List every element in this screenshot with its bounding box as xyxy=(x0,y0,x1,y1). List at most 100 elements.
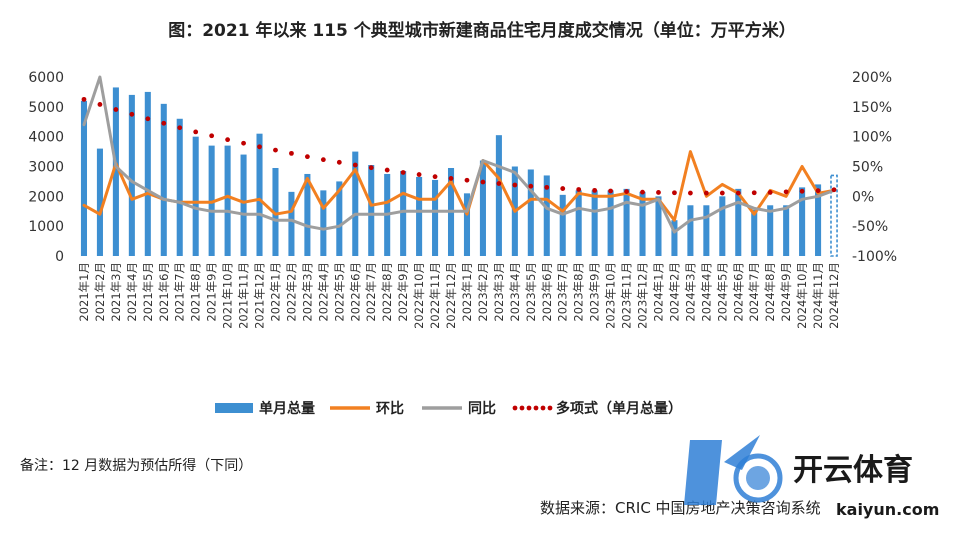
trend-dot xyxy=(592,187,598,193)
trend-dot xyxy=(576,187,582,192)
right-axis-tick-label: 200% xyxy=(852,70,892,86)
x-axis-tick-label: 2022年2月 xyxy=(284,262,298,322)
trend-dot xyxy=(799,188,805,194)
right-axis-tick-label: 0% xyxy=(852,189,874,205)
bar xyxy=(368,165,375,256)
left-axis-tick-label: 1000 xyxy=(28,219,64,235)
trend-dot xyxy=(384,167,390,173)
x-axis-tick-label: 2024年8月 xyxy=(763,262,777,322)
trend-dot xyxy=(432,174,438,180)
bar xyxy=(591,190,598,256)
x-axis-tick-label: 2022年1月 xyxy=(268,262,282,322)
x-axis-tick-label: 2024年1月 xyxy=(651,262,665,322)
legend-swatch-dot xyxy=(533,405,539,411)
bar-series xyxy=(80,87,838,257)
legend: 单月总量 环比 同比 多项式（单月总量） xyxy=(215,400,682,417)
x-axis-tick-label: 2022年9月 xyxy=(396,262,410,322)
trend-dot xyxy=(767,190,773,195)
x-axis-tick-label: 2024年12月 xyxy=(827,262,841,329)
trend-dot xyxy=(496,181,502,186)
x-axis-tick-label: 2024年4月 xyxy=(699,262,713,322)
bar xyxy=(463,193,471,256)
bar xyxy=(96,148,103,256)
legend-swatch-dot xyxy=(519,405,525,411)
trend-dot xyxy=(336,159,342,165)
trend-dot xyxy=(209,133,215,139)
trend-dot xyxy=(464,177,470,183)
legend-swatch-dot xyxy=(540,405,546,411)
x-axis-tick-label: 2023年8月 xyxy=(572,262,586,322)
watermark-domain: kaiyun.com xyxy=(836,500,939,519)
bar xyxy=(176,118,183,257)
bar xyxy=(416,176,423,256)
trend-dot xyxy=(161,120,167,126)
bar xyxy=(623,188,630,256)
x-axis-tick-label: 2024年3月 xyxy=(683,262,697,322)
bar xyxy=(128,94,135,257)
trend-dot xyxy=(368,165,374,171)
line-series xyxy=(81,75,837,234)
trend-dot xyxy=(624,189,629,194)
bar xyxy=(400,170,407,256)
watermark-brand: 开云体育 xyxy=(793,453,913,488)
bar xyxy=(112,87,119,256)
trend-dot xyxy=(831,187,837,193)
x-axis-tick-label: 2023年9月 xyxy=(588,262,602,322)
x-axis-tick-label: 2023年4月 xyxy=(508,262,522,322)
bar xyxy=(719,196,726,256)
trend-dot xyxy=(640,189,645,195)
legend-label: 同比 xyxy=(468,400,496,417)
legend-swatch-dot xyxy=(512,405,518,411)
trend-dot xyxy=(304,154,310,160)
left-axis-tick-label: 3000 xyxy=(28,160,64,176)
bar xyxy=(495,135,502,256)
trend-dot xyxy=(751,190,757,196)
trend-dot xyxy=(416,172,422,177)
left-axis-ticks: 0 1000 2000 3000 4000 5000 6000 xyxy=(28,70,64,265)
trend-dot xyxy=(241,140,246,146)
x-axis-tick-label: 2024年9月 xyxy=(779,262,793,322)
chart-note: 备注：12 月数据为预估所得（下同） xyxy=(20,457,252,474)
x-axis-tick-label: 2023年10月 xyxy=(604,262,618,329)
trend-dot xyxy=(273,147,278,153)
legend-swatch-dot xyxy=(547,405,553,411)
x-axis-tick-label: 2024年6月 xyxy=(731,262,745,322)
bar xyxy=(352,151,359,256)
bar xyxy=(80,100,88,256)
trend-dot xyxy=(320,157,326,163)
trend-dot xyxy=(703,190,709,196)
bar xyxy=(432,179,439,256)
bar xyxy=(543,175,550,256)
bar xyxy=(639,191,646,256)
x-axis-tick-label: 2023年11月 xyxy=(620,262,634,329)
x-axis-tick-label: 2021年9月 xyxy=(205,262,219,322)
data-source: 数据来源：CRIC 中国房地产决策咨询系统 xyxy=(540,499,821,517)
x-axis-tick-label: 2021年7月 xyxy=(173,262,187,322)
trend-dot xyxy=(113,107,119,112)
x-axis-tick-label: 2022年3月 xyxy=(300,262,314,322)
x-axis-tick-label: 2022年7月 xyxy=(364,262,378,322)
watermark: 开云体育 kaiyun.com xyxy=(684,435,939,519)
trend-dot xyxy=(97,102,103,107)
trend-dot xyxy=(448,176,454,181)
x-axis-tick-label: 2021年10月 xyxy=(221,262,235,329)
x-axis-tick-label: 2024年10月 xyxy=(795,262,809,329)
x-axis-tick-label: 2024年2月 xyxy=(667,262,681,322)
bar xyxy=(751,209,758,256)
legend-swatch-dot xyxy=(526,405,532,411)
x-axis-tick-label: 2022年4月 xyxy=(316,262,330,322)
x-axis-tick-label: 2022年8月 xyxy=(380,262,394,322)
trend-dot xyxy=(719,190,725,196)
bar xyxy=(559,194,566,256)
trend-dot xyxy=(225,137,231,143)
x-axis-tick-label: 2021年6月 xyxy=(157,262,171,322)
watermark-logo-icon xyxy=(684,435,783,505)
right-axis-tick-label: 150% xyxy=(852,100,892,116)
trend-dot xyxy=(512,182,518,188)
bar xyxy=(256,133,263,256)
trend-dot xyxy=(783,189,789,195)
legend-swatch-bar xyxy=(215,403,253,413)
bar xyxy=(479,160,486,256)
bar xyxy=(671,220,678,256)
